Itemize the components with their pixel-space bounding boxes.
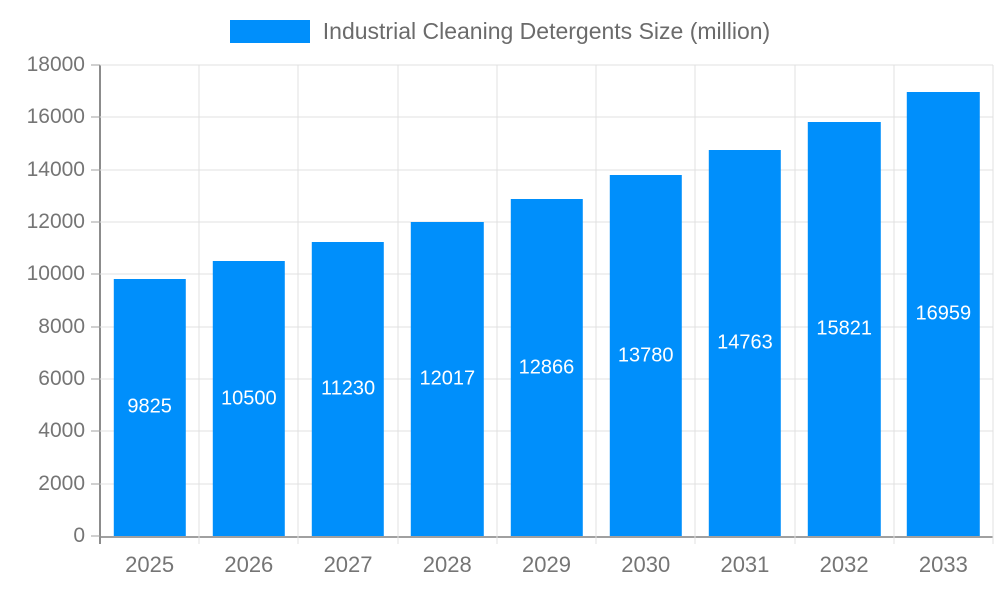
bar-value-label: 10500 xyxy=(221,387,277,410)
x-axis-tick-label: 2027 xyxy=(323,552,373,577)
legend: Industrial Cleaning Detergents Size (mil… xyxy=(0,18,1000,45)
x-axis-tick-label: 2033 xyxy=(918,552,968,577)
legend-swatch-icon xyxy=(229,20,310,43)
horizontal-gridline xyxy=(100,64,993,66)
vertical-gridline xyxy=(297,65,299,544)
y-axis-line xyxy=(99,65,101,544)
x-axis-tick-label: 2031 xyxy=(720,552,770,577)
y-axis-tick xyxy=(91,116,100,118)
bar-value-label: 9825 xyxy=(127,395,172,418)
y-axis-tick-label: 18000 xyxy=(26,53,85,76)
y-axis-tick xyxy=(91,430,100,432)
bar-2032[interactable]: 15821 xyxy=(807,122,881,536)
x-axis-tick-label: 2026 xyxy=(224,552,274,577)
vertical-gridline xyxy=(893,65,895,544)
vertical-gridline xyxy=(595,65,597,544)
bar-value-label: 16959 xyxy=(915,302,972,325)
bar-2028[interactable]: 12017 xyxy=(411,221,484,536)
y-axis-tick xyxy=(91,535,100,537)
bar-2030[interactable]: 13780 xyxy=(609,175,682,536)
y-axis-tick xyxy=(91,221,100,223)
bar-value-label: 11230 xyxy=(320,377,376,400)
vertical-gridline xyxy=(496,65,498,544)
horizontal-gridline xyxy=(100,169,993,171)
y-axis-tick-label: 4000 xyxy=(38,419,85,443)
vertical-gridline xyxy=(992,65,994,544)
legend-item[interactable]: Industrial Cleaning Detergents Size (mil… xyxy=(229,18,771,45)
y-axis-tick xyxy=(91,378,100,380)
bar-value-label: 14763 xyxy=(717,331,773,354)
bar-2025[interactable]: 9825 xyxy=(113,278,186,536)
x-axis-tick-label: 2032 xyxy=(819,552,869,577)
bar-2031[interactable]: 14763 xyxy=(708,149,782,536)
x-axis-tick-label: 2025 xyxy=(125,552,175,577)
y-axis-tick xyxy=(91,483,100,485)
y-axis-tick xyxy=(91,64,100,66)
y-axis-tick-label: 12000 xyxy=(26,209,85,233)
bar-value-label: 15821 xyxy=(816,317,872,340)
plot-area: 0 2000 4000 6000 8000 10000 12000 14000 16000 180… xyxy=(27,53,994,577)
y-axis-tick-label: 8000 xyxy=(38,314,85,338)
y-axis-tick-label: 0 xyxy=(73,524,85,547)
bar-value-label: 12017 xyxy=(419,367,476,390)
y-axis-tick xyxy=(91,326,100,328)
bar-2026[interactable]: 10500 xyxy=(212,261,286,536)
x-axis-tick-label: 2030 xyxy=(621,552,671,577)
vertical-gridline xyxy=(198,65,200,544)
y-axis-tick xyxy=(91,169,100,171)
y-axis-tick-label: 6000 xyxy=(38,366,85,390)
bar-2029[interactable]: 12866 xyxy=(510,199,583,536)
x-axis-tick-label: 2029 xyxy=(522,552,571,577)
y-axis-tick xyxy=(91,273,100,275)
legend-label: Industrial Cleaning Detergents Size (mil… xyxy=(322,18,771,44)
bar-value-label: 12866 xyxy=(518,356,575,379)
bar-2027[interactable]: 11230 xyxy=(311,242,385,536)
y-axis-tick-label: 2000 xyxy=(38,471,85,495)
y-axis-tick-label: 16000 xyxy=(26,105,85,129)
y-axis-tick-label: 10000 xyxy=(26,262,85,286)
vertical-gridline xyxy=(694,65,696,544)
y-axis-tick-label: 14000 xyxy=(26,157,85,181)
bar-value-label: 13780 xyxy=(617,344,674,367)
vertical-gridline xyxy=(397,65,399,544)
horizontal-gridline xyxy=(100,116,993,118)
x-axis-tick-label: 2028 xyxy=(422,552,472,577)
vertical-gridline xyxy=(794,65,796,544)
bar-2033[interactable]: 16959 xyxy=(907,92,980,536)
